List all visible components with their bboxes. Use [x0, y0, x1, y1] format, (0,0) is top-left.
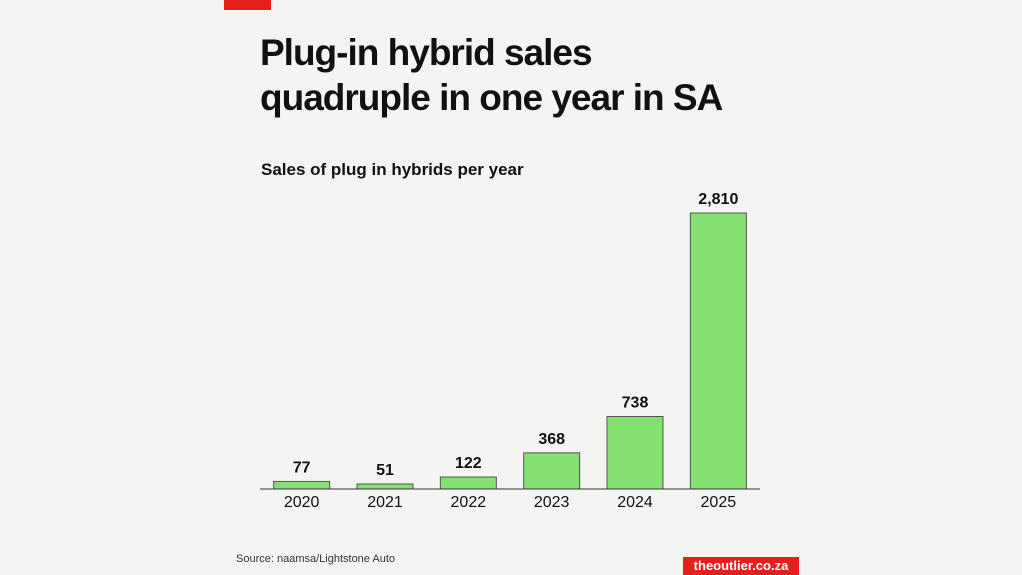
bar [273, 480, 331, 490]
value-label: 738 [622, 395, 649, 412]
value-label: 77 [293, 459, 311, 476]
x-tick-label: 2022 [451, 494, 487, 511]
x-tick-label: 2024 [617, 494, 653, 511]
chart: 77 2020 51 2021 122 2022 368 2023 738 2024 2,810 20… [260, 191, 760, 511]
bar [356, 483, 414, 490]
value-label: 122 [455, 455, 482, 472]
value-label: 368 [538, 431, 565, 448]
x-tick-label: 2023 [534, 494, 570, 511]
bar [439, 476, 497, 490]
bar [523, 452, 581, 490]
accent-bar [224, 0, 271, 10]
bar [689, 212, 747, 490]
source-note: Source: naamsa/Lightstone Auto [236, 553, 395, 565]
logo: theoutlier.co.za [683, 557, 799, 575]
chart-subtitle: Sales of plug in hybrids per year [261, 160, 524, 179]
value-label: 51 [376, 462, 394, 479]
x-tick-label: 2020 [284, 494, 320, 511]
x-tick-label: 2025 [701, 494, 737, 511]
x-tick-label: 2021 [367, 494, 403, 511]
chart-title: Plug-in hybrid sales quadruple in one ye… [260, 32, 723, 118]
bar [606, 416, 664, 490]
value-label: 2,810 [698, 191, 738, 208]
